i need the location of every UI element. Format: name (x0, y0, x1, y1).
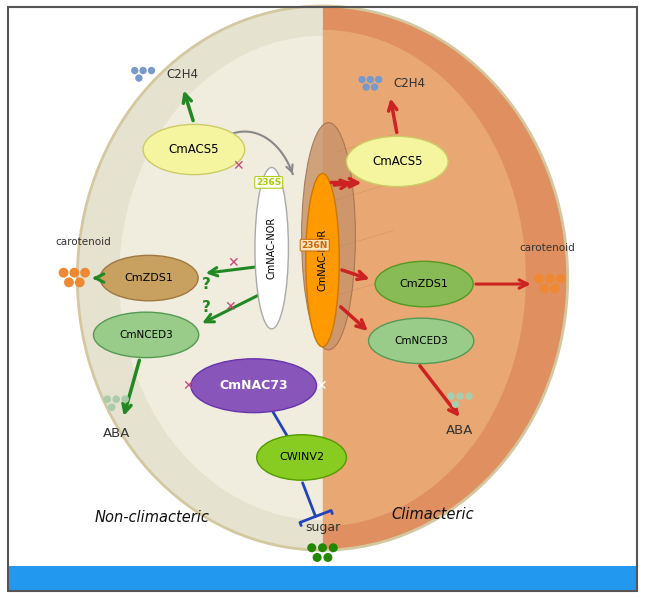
Text: Non-climacteric: Non-climacteric (95, 509, 210, 525)
Text: ✕: ✕ (315, 379, 327, 393)
Text: CmNAC73: CmNAC73 (219, 379, 288, 392)
Ellipse shape (368, 318, 474, 364)
Point (146, 66, 157, 75)
Text: carotenoid: carotenoid (519, 243, 575, 253)
Point (446, 391, 456, 401)
Point (361, 83, 372, 92)
Point (106, 402, 117, 412)
Point (544, 274, 555, 283)
Point (357, 75, 367, 84)
Polygon shape (322, 30, 526, 526)
Text: CmNCED3: CmNCED3 (119, 330, 173, 340)
Polygon shape (322, 6, 568, 550)
Ellipse shape (143, 124, 244, 175)
Point (111, 395, 121, 404)
Text: CmACS5: CmACS5 (372, 155, 422, 168)
Text: 236N: 236N (302, 240, 328, 250)
Point (134, 74, 144, 83)
Point (455, 391, 465, 401)
Point (317, 543, 328, 553)
Point (130, 66, 140, 75)
Point (373, 75, 384, 84)
Point (75, 277, 85, 287)
Polygon shape (119, 36, 322, 520)
Text: C2H4: C2H4 (393, 77, 425, 90)
Point (328, 543, 339, 553)
Ellipse shape (94, 312, 199, 358)
Point (365, 75, 375, 84)
Point (138, 66, 148, 75)
Text: carotenoid: carotenoid (55, 237, 111, 247)
Text: C2H4: C2H4 (166, 68, 198, 81)
Ellipse shape (306, 173, 339, 347)
Text: CmNAC-NOR: CmNAC-NOR (266, 217, 277, 279)
Ellipse shape (257, 435, 346, 480)
Point (450, 399, 461, 409)
Ellipse shape (302, 123, 355, 350)
Text: CmNCED3: CmNCED3 (394, 336, 448, 346)
Point (306, 543, 317, 553)
Text: ✕: ✕ (224, 300, 235, 314)
Text: CmZDS1: CmZDS1 (124, 273, 174, 283)
Point (69, 268, 79, 277)
Text: CmNAC-NOR: CmNAC-NOR (317, 229, 328, 291)
Point (370, 83, 380, 92)
Text: Climacteric: Climacteric (392, 507, 475, 522)
Text: ABA: ABA (446, 424, 473, 437)
Text: ?: ? (201, 300, 210, 316)
Point (59, 268, 69, 277)
Point (312, 553, 322, 562)
Ellipse shape (191, 359, 317, 413)
Text: sugar: sugar (305, 521, 340, 534)
Text: ✕: ✕ (232, 159, 244, 173)
Point (555, 274, 566, 283)
Point (464, 391, 474, 401)
Point (550, 283, 561, 293)
Point (102, 395, 112, 404)
Text: ABA: ABA (103, 427, 130, 440)
Text: ?: ? (201, 276, 210, 292)
Point (539, 283, 550, 293)
Text: ✕: ✕ (227, 256, 239, 270)
Ellipse shape (375, 261, 473, 307)
Point (120, 395, 130, 404)
Polygon shape (77, 6, 322, 550)
Point (64, 277, 74, 287)
Text: 236S: 236S (256, 178, 281, 187)
Point (322, 553, 333, 562)
Point (80, 268, 90, 277)
Text: CmZDS1: CmZDS1 (400, 279, 449, 289)
Text: CWINV2: CWINV2 (279, 453, 324, 462)
Ellipse shape (100, 255, 198, 301)
Ellipse shape (346, 136, 448, 187)
Ellipse shape (255, 167, 288, 329)
Text: CmACS5: CmACS5 (169, 143, 219, 156)
Point (534, 274, 544, 283)
Text: ✕: ✕ (182, 379, 194, 393)
